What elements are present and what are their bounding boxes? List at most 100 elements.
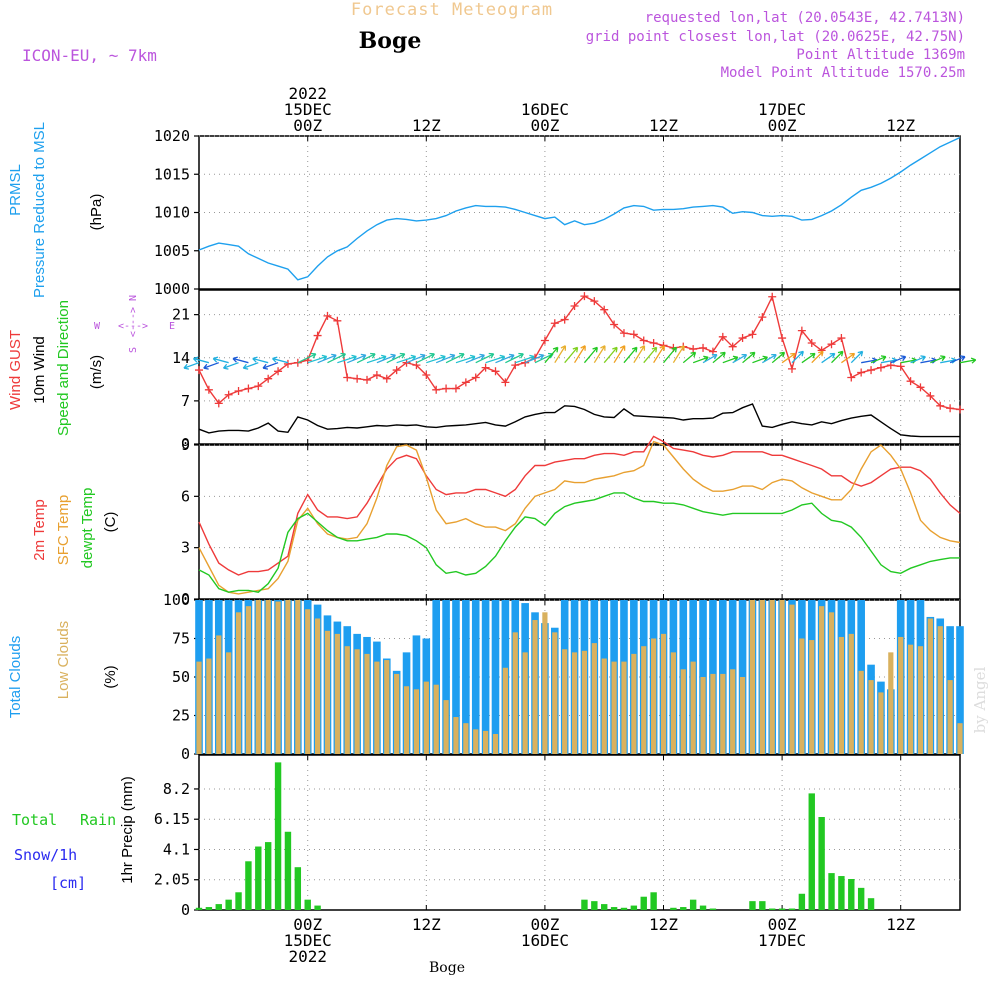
rain-bar — [264, 842, 272, 910]
wind-gust-title: Wind GUST — [7, 330, 24, 410]
low-cloud-bar — [739, 677, 746, 754]
gust-marker — [264, 374, 273, 383]
product-title: Forecast Meteogram — [351, 0, 553, 20]
time-label-bottom: 00Z — [530, 915, 559, 934]
gust-marker — [501, 378, 510, 387]
gust-marker — [283, 359, 292, 368]
gust-marker — [392, 366, 401, 375]
gust-marker — [422, 371, 431, 380]
time-label-top: 12Z — [649, 116, 678, 135]
wind-direction-arrow — [850, 350, 864, 364]
low-cloud-bar — [532, 620, 538, 754]
wind-direction-arrow — [232, 356, 249, 364]
y-tick-label-precip: 8.2 — [163, 780, 190, 798]
low-cloud-bar — [621, 661, 627, 754]
wind-direction-arrow — [949, 355, 966, 364]
gust-marker — [600, 305, 609, 314]
rain-bar — [620, 907, 628, 910]
gust-marker — [758, 313, 767, 322]
time-label-top: 12Z — [886, 116, 915, 135]
low-cloud-bar — [749, 600, 756, 754]
wind-direction-arrow — [475, 352, 495, 364]
gust-marker — [254, 382, 263, 391]
gust-marker — [619, 329, 628, 338]
rain-bar — [581, 899, 588, 910]
wind-direction-arrow — [702, 353, 718, 364]
precip-total-label: Total — [12, 811, 57, 829]
low-cloud-bar — [483, 730, 489, 754]
low-cloud-bar — [710, 673, 716, 754]
info-requested: requested lon,lat (20.0543E, 42.7413N) — [645, 10, 965, 26]
gust-marker — [728, 342, 737, 351]
y-tick-label-pressure: 1010 — [154, 204, 190, 222]
wind-direction-arrow — [183, 362, 200, 370]
wind-direction-arrow — [821, 352, 836, 364]
low-cloud-bar — [838, 636, 845, 754]
wind-direction-arrow — [682, 351, 697, 364]
pressure-title-1: PRMSL — [7, 164, 24, 216]
gust-marker — [491, 367, 500, 376]
gust-marker — [639, 336, 648, 345]
rain-bar — [709, 908, 717, 910]
y-tick-label-pressure: 1020 — [154, 127, 190, 145]
y-tick-label-pressure: 1005 — [154, 242, 190, 260]
gust-marker — [323, 311, 332, 320]
low-cloud-bar — [898, 636, 904, 754]
low-cloud-bar — [799, 638, 805, 754]
rain-bar — [314, 905, 321, 910]
low-cloud-bar — [324, 630, 331, 754]
low-cloud-bar — [730, 669, 736, 754]
time-label-bottom: 00Z — [768, 915, 797, 934]
low-cloud-bar — [413, 689, 420, 754]
low-cloud-bar — [285, 600, 291, 754]
total-cloud-bar — [481, 600, 490, 754]
temp-ylabel: (C) — [102, 512, 119, 533]
compass-we-glyph: <---> — [118, 321, 148, 332]
y-tick-label-temperature: 0 — [181, 590, 190, 608]
rain-bar — [857, 887, 865, 910]
y-tick-label-clouds: 75 — [172, 630, 190, 648]
temp-sfc-title: SFC Temp — [55, 495, 72, 566]
gust-marker — [274, 367, 283, 376]
wind-direction-arrow — [811, 350, 824, 364]
y-tick-label-precip: 4.1 — [163, 840, 190, 858]
wind-10m-title: 10m Wind — [31, 336, 48, 404]
low-cloud-bar — [651, 638, 657, 754]
series-line-10m-wind — [198, 403, 960, 438]
time-label-top: 00Z — [768, 116, 797, 135]
rain-bar — [304, 899, 311, 910]
clouds-low-title: Low Clouds — [55, 621, 72, 699]
low-cloud-bar — [453, 717, 459, 754]
low-cloud-bar — [364, 653, 370, 754]
low-cloud-bar — [957, 723, 963, 754]
y-tick-label-wind: 21 — [172, 306, 190, 324]
time-label-bottom: 00Z — [293, 915, 322, 934]
total-cloud-bar — [432, 600, 440, 754]
compass-west: W — [94, 321, 101, 332]
wind-direction-arrow — [959, 357, 977, 364]
rain-bar — [650, 892, 657, 910]
time-label-bottom: 16DEC — [521, 931, 569, 950]
gust-marker — [787, 364, 796, 373]
rain-bar — [670, 907, 677, 910]
compass-rose: N <---> S W <---> E — [94, 295, 175, 353]
wind-direction-arrow — [347, 353, 367, 364]
low-cloud-bar — [631, 653, 637, 754]
wind-direction-arrow — [445, 352, 465, 364]
wind-direction-arrow — [203, 362, 219, 370]
low-cloud-bar — [611, 661, 617, 754]
gust-marker — [580, 292, 589, 301]
location-title: Boge — [359, 28, 422, 54]
precip-unit-label: [cm] — [50, 874, 86, 892]
wind-direction-arrow — [603, 346, 618, 364]
low-cloud-bar — [660, 633, 667, 754]
low-cloud-bar — [562, 649, 568, 754]
low-cloud-bar — [907, 644, 914, 754]
rain-bar — [778, 908, 786, 910]
gust-marker — [738, 334, 747, 343]
y-tick-label-wind: 7 — [181, 392, 190, 410]
y-tick-label-clouds: 25 — [172, 707, 190, 725]
time-label-bottom: 12Z — [649, 915, 678, 934]
rain-bar — [818, 817, 825, 910]
